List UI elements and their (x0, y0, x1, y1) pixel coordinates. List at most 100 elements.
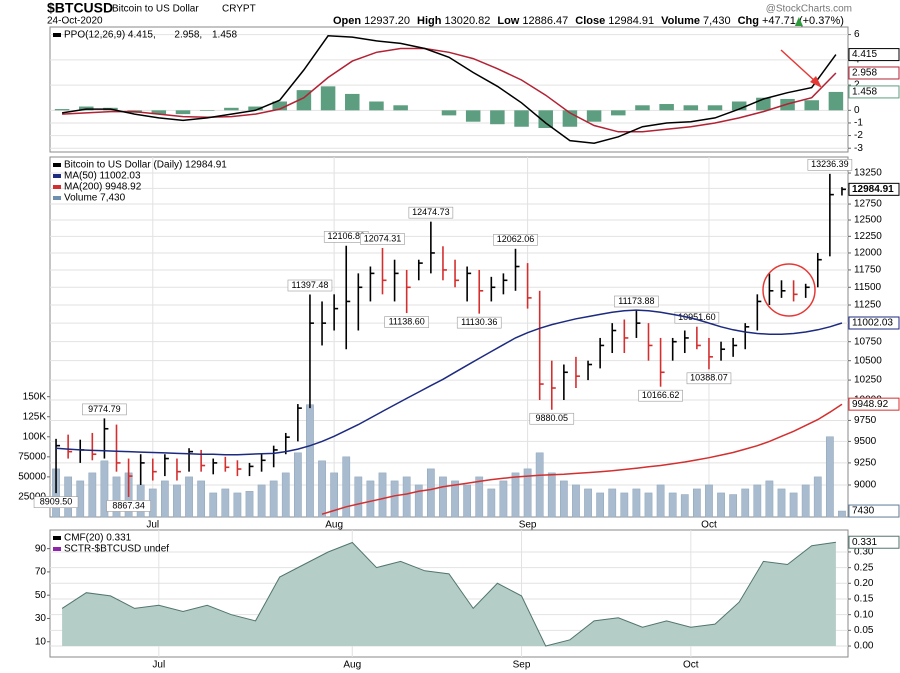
volume-or-histogram-bar (269, 480, 278, 518)
price-label: 12062.06 (497, 234, 535, 244)
price-label: 11130.36 (461, 317, 497, 327)
volume-or-histogram-bar (221, 488, 230, 518)
volume-or-histogram-bar (765, 480, 774, 518)
legend-marker (53, 185, 61, 189)
price-label: 8909.50 (40, 497, 73, 507)
y2-tick-label: 125K (23, 411, 47, 422)
change-arrow (794, 17, 803, 26)
volume-or-histogram-bar (523, 468, 532, 518)
date: 24-Oct-2020 (47, 16, 103, 27)
legend-label: Volume 7,430 (64, 193, 126, 204)
volume-or-histogram-bar (825, 436, 834, 518)
y-tick-label: 0 (854, 105, 860, 116)
price-label-box (33, 496, 79, 508)
y-tick-label: 0.30 (854, 547, 874, 558)
x-tick-label: Oct (683, 660, 699, 671)
volume-or-histogram-bar (535, 452, 544, 518)
quote-value: 7,430 (703, 15, 731, 27)
legend-label: 2.958, (174, 30, 202, 41)
y2-tick-label: 30 (35, 613, 47, 624)
value-badge-label: 1.458 (852, 87, 877, 98)
volume-or-histogram-bar (611, 110, 626, 116)
y-tick-label: 9250 (854, 458, 877, 469)
value-badge (848, 316, 900, 330)
y2-tick-label: 10 (35, 636, 47, 647)
volume-or-histogram-bar (731, 101, 747, 111)
value-badge-label: 7430 (852, 506, 875, 517)
value-badge (848, 397, 900, 411)
volume-or-histogram-bar (354, 476, 363, 518)
ppo-panel (49, 26, 849, 153)
volume-or-histogram-bar (320, 86, 336, 111)
volume-or-histogram-bar (620, 492, 629, 518)
volume-or-histogram-bar (514, 110, 529, 127)
y-tick-label: 10250 (854, 375, 882, 386)
volume-or-histogram-bar (233, 492, 242, 518)
volume-or-histogram-bar (197, 480, 206, 518)
price-label: 12474.73 (412, 207, 450, 217)
volume-or-histogram-bar (804, 100, 819, 111)
volume-or-histogram-bar (572, 484, 580, 518)
price-label: 11173.88 (618, 296, 654, 306)
volume-or-histogram-bar (668, 492, 677, 518)
legend-label: MA(50) 11002.03 (64, 171, 141, 182)
price-label-box (82, 403, 127, 416)
annotation-arrowhead (810, 76, 822, 88)
volume-or-histogram-bar (378, 472, 387, 518)
y-tick-label: 11250 (854, 300, 882, 311)
panel-area: 0.00 0.05 0.10 0.15 0.20 0.25 0.30 10 30 50 70 90 Ju… (35, 530, 874, 671)
value-badge-label: 2.958 (852, 68, 877, 79)
volume-or-histogram-bar (199, 110, 215, 111)
volume-or-histogram-bar (112, 476, 121, 518)
y-tick-label: 0.15 (854, 594, 874, 605)
y2-tick-label: 75000 (18, 451, 46, 462)
volume-or-histogram-bar (547, 472, 556, 518)
volume-or-histogram-bar (635, 105, 650, 111)
volume-or-histogram-bar (366, 480, 375, 518)
x-tick-label: Sep (519, 520, 537, 531)
volume-or-histogram-bar (692, 488, 701, 518)
volume-or-histogram-bar (390, 480, 399, 518)
y-tick-label: 12500 (854, 215, 882, 226)
volume-or-histogram-bar (345, 93, 360, 111)
volume-or-histogram-bar (369, 101, 384, 111)
y-tick-label: 9750 (854, 415, 877, 426)
cmf-line (61, 541, 836, 647)
price-label: 10166.62 (642, 390, 680, 400)
y-tick-label: 0.20 (854, 578, 874, 589)
legend-marker (53, 196, 61, 200)
volume-or-histogram-bar (705, 484, 713, 518)
price-label-box (686, 372, 732, 385)
volume-or-histogram-bar (828, 91, 844, 111)
price-label-box (529, 412, 575, 425)
y-tick-label: 10750 (854, 336, 882, 347)
volume-or-histogram-bar (465, 110, 481, 122)
value-badge (848, 504, 900, 518)
volume-or-histogram-bar (801, 484, 810, 518)
panel-ohlc: 9000925095009750100001025010500107501100… (18, 157, 882, 531)
price-label: 8867.34 (112, 500, 145, 510)
y-tick-label: 6 (854, 29, 860, 40)
volume-or-histogram-bar (54, 109, 70, 111)
volume-or-histogram-bar (175, 110, 191, 115)
quote-value: 13020.82 (444, 15, 490, 27)
y-tick-label: 0.05 (854, 625, 874, 636)
price-label: 11138.60 (389, 316, 425, 326)
y2-tick-label: 150K (23, 391, 47, 402)
quote-line: Open 12937.20 High 13020.82 Low 12886.47 Close… (333, 15, 844, 27)
quote-label: Chg (738, 15, 759, 27)
volume-or-histogram-bar (393, 105, 408, 111)
price-label-box (408, 206, 454, 219)
volume-or-histogram-bar (511, 472, 520, 518)
volume-or-histogram-bar (707, 105, 723, 111)
y2-tick-label: 90 (35, 543, 47, 554)
value-badge (848, 535, 900, 549)
price-label-box (674, 311, 720, 324)
volume-or-histogram-bar (330, 472, 339, 518)
volume-or-histogram-bar (838, 510, 846, 518)
y-tick-label: 9000 (854, 480, 877, 491)
quote-label: High (417, 15, 442, 27)
price-label: 9774.79 (88, 404, 121, 414)
